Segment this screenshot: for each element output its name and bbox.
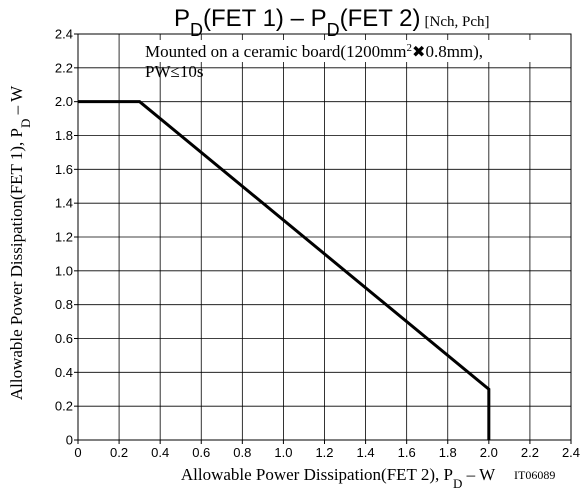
x-tick-label: 0.8 bbox=[233, 445, 251, 460]
chart-title: PD(FET 1) – PD(FET 2) [Nch, Pch] bbox=[174, 5, 490, 40]
y-tick-label: 0.4 bbox=[55, 365, 73, 380]
y-tick-label: 1.2 bbox=[55, 230, 73, 245]
y-tick-label: 2.2 bbox=[55, 60, 73, 75]
x-tick-label: 1.0 bbox=[274, 445, 292, 460]
y-axis-label: Allowable Power Dissipation(FET 1), PD –… bbox=[7, 85, 33, 400]
y-tick-label: 2.0 bbox=[55, 94, 73, 109]
x-tick-label: 1.4 bbox=[357, 445, 375, 460]
y-tick-label: 0 bbox=[66, 433, 73, 448]
x-axis-label: Allowable Power Dissipation(FET 2), PD –… bbox=[181, 465, 496, 490]
annotation-line-2: PW≤10s bbox=[145, 62, 203, 81]
x-tick-label: 0.4 bbox=[151, 445, 169, 460]
y-tick-label: 2.4 bbox=[55, 27, 73, 42]
annotation-background bbox=[142, 40, 568, 62]
y-tick-label: 1.6 bbox=[55, 162, 73, 177]
series-line bbox=[78, 100, 491, 440]
y-tick-label: 0.8 bbox=[55, 297, 73, 312]
series bbox=[78, 100, 491, 440]
x-tick-label: 1.8 bbox=[439, 445, 457, 460]
x-tick-label: 2.2 bbox=[521, 445, 539, 460]
y-tick-label: 1.8 bbox=[55, 128, 73, 143]
x-tick-label: 1.6 bbox=[398, 445, 416, 460]
y-tick-labels: 0 0.2 0.4 0.6 0.8 1.0 1.2 1.4 1.6 1.8 2.0 2.2 2.4 bbox=[55, 27, 73, 448]
ticks bbox=[74, 33, 572, 444]
figure-code: IT06089 bbox=[514, 468, 555, 482]
x-tick-label: 0.6 bbox=[192, 445, 210, 460]
y-tick-label: 0.2 bbox=[55, 399, 73, 414]
x-tick-label: 0 bbox=[74, 445, 81, 460]
x-tick-label: 2.4 bbox=[562, 445, 580, 460]
x-tick-label: 2.0 bbox=[480, 445, 498, 460]
x-tick-label: 0.2 bbox=[110, 445, 128, 460]
y-tick-label: 0.6 bbox=[55, 331, 73, 346]
x-tick-label: 1.2 bbox=[315, 445, 333, 460]
y-tick-label: 1.0 bbox=[55, 263, 73, 278]
y-tick-label: 1.4 bbox=[55, 196, 73, 211]
grid bbox=[78, 34, 571, 440]
annotation-line-1: Mounted on a ceramic board(1200mm2✖0.8mm… bbox=[145, 42, 483, 61]
x-tick-labels: 0 0.2 0.4 0.6 0.8 1.0 1.2 1.4 1.6 1.8 2.0 2.2 2.4 bbox=[74, 445, 580, 460]
